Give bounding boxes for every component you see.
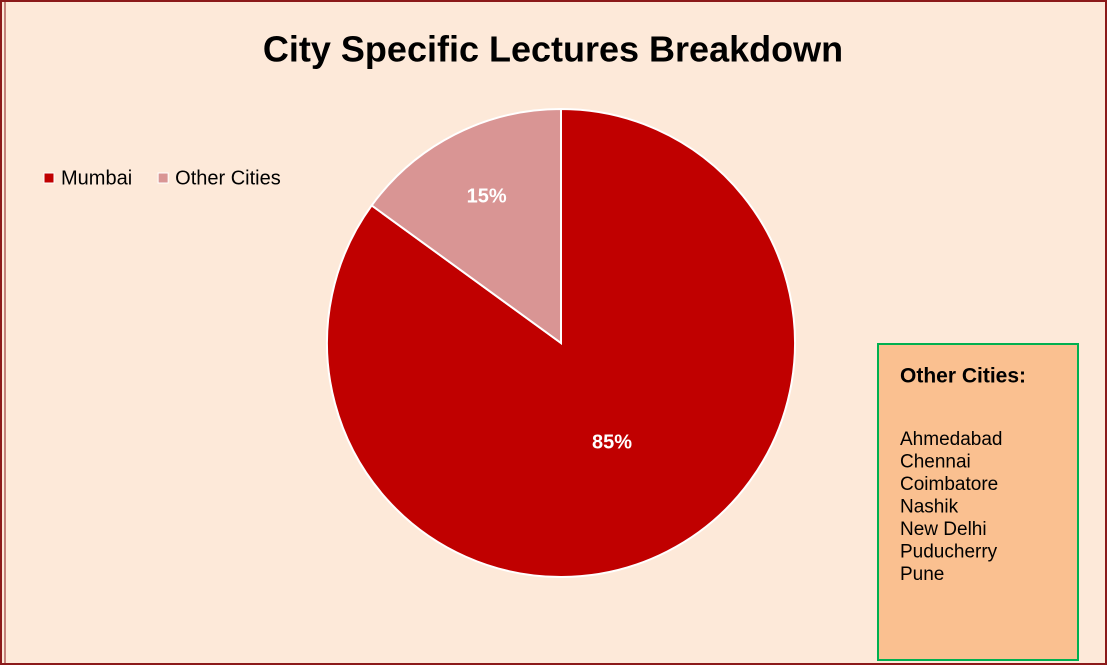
legend-swatch bbox=[157, 172, 169, 184]
legend-label: Mumbai bbox=[61, 167, 132, 189]
data-label: 15% bbox=[467, 185, 507, 207]
chart-title: City Specific Lectures Breakdown bbox=[263, 29, 843, 70]
annotation-item: Chennai bbox=[900, 452, 971, 473]
data-label: 85% bbox=[592, 431, 632, 453]
annotation-item: Nashik bbox=[900, 497, 959, 518]
annotation-item: Ahmedabad bbox=[900, 429, 1002, 450]
annotation-title: Other Cities: bbox=[900, 365, 1026, 388]
annotation-item: Coimbatore bbox=[900, 474, 998, 495]
legend-swatch bbox=[43, 172, 55, 184]
annotation-item: Puducherry bbox=[900, 542, 998, 563]
annotation-item: New Delhi bbox=[900, 519, 987, 540]
legend-label: Other Cities bbox=[175, 167, 281, 189]
annotation-box bbox=[877, 343, 1079, 661]
pie-slice bbox=[370, 107, 562, 345]
annotation-item: Pune bbox=[900, 564, 944, 585]
